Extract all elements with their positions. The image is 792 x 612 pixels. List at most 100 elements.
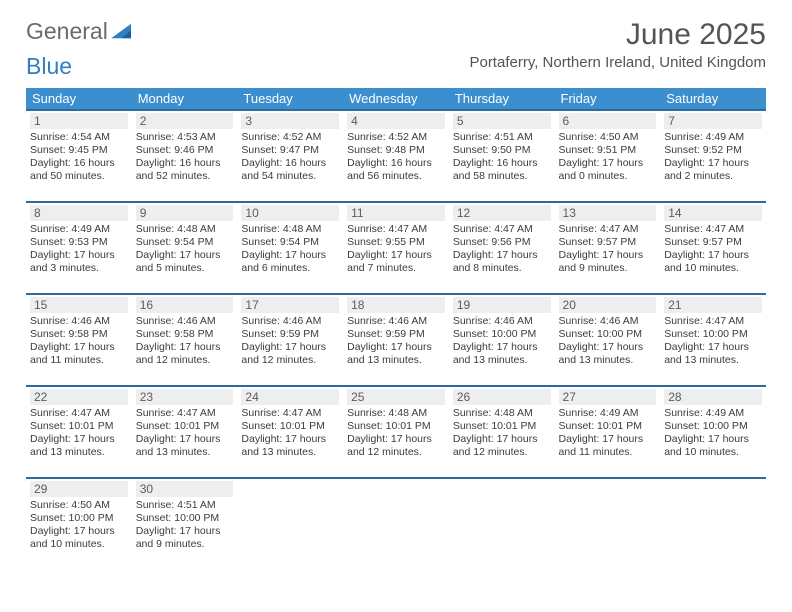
calendar-cell: 10 Sunrise: 4:48 AMSunset: 9:54 PMDayligh… xyxy=(237,202,343,294)
day-details: Sunrise: 4:54 AMSunset: 9:45 PMDaylight:… xyxy=(30,131,128,184)
day-details: Sunrise: 4:50 AMSunset: 9:51 PMDaylight:… xyxy=(559,131,657,184)
weekday-header: Wednesday xyxy=(343,88,449,110)
logo-text-general: General xyxy=(26,18,108,45)
day-details: Sunrise: 4:52 AMSunset: 9:48 PMDaylight:… xyxy=(347,131,445,184)
day-number: 18 xyxy=(347,297,445,313)
day-details: Sunrise: 4:46 AMSunset: 9:58 PMDaylight:… xyxy=(136,315,234,368)
day-details: Sunrise: 4:46 AMSunset: 10:00 PMDaylight… xyxy=(559,315,657,368)
day-number: 11 xyxy=(347,205,445,221)
calendar-row: 22 Sunrise: 4:47 AMSunset: 10:01 PMDaylig… xyxy=(26,386,766,478)
weekday-header: Saturday xyxy=(660,88,766,110)
calendar-cell: 15 Sunrise: 4:46 AMSunset: 9:58 PMDayligh… xyxy=(26,294,132,386)
day-details: Sunrise: 4:46 AMSunset: 9:58 PMDaylight:… xyxy=(30,315,128,368)
day-number: 23 xyxy=(136,389,234,405)
day-details: Sunrise: 4:48 AMSunset: 9:54 PMDaylight:… xyxy=(136,223,234,276)
day-details: Sunrise: 4:47 AMSunset: 9:56 PMDaylight:… xyxy=(453,223,551,276)
calendar-cell xyxy=(660,478,766,570)
day-number: 16 xyxy=(136,297,234,313)
calendar-cell: 24Sunrise: 4:47 AMSunset: 10:01 PMDaylig… xyxy=(237,386,343,478)
day-number: 28 xyxy=(664,389,762,405)
day-details: Sunrise: 4:48 AMSunset: 9:54 PMDaylight:… xyxy=(241,223,339,276)
calendar-cell: 9 Sunrise: 4:48 AMSunset: 9:54 PMDaylight… xyxy=(132,202,238,294)
day-number: 12 xyxy=(453,205,551,221)
calendar-cell xyxy=(449,478,555,570)
day-details: Sunrise: 4:51 AMSunset: 10:00 PMDaylight… xyxy=(136,499,234,552)
calendar-cell xyxy=(343,478,449,570)
day-details: Sunrise: 4:48 AMSunset: 10:01 PMDaylight… xyxy=(453,407,551,460)
day-details: Sunrise: 4:52 AMSunset: 9:47 PMDaylight:… xyxy=(241,131,339,184)
day-number: 2 xyxy=(136,113,234,129)
day-number: 27 xyxy=(559,389,657,405)
calendar-cell: 13Sunrise: 4:47 AMSunset: 9:57 PMDayligh… xyxy=(555,202,661,294)
calendar-cell: 18Sunrise: 4:46 AMSunset: 9:59 PMDayligh… xyxy=(343,294,449,386)
day-number: 1 xyxy=(30,113,128,129)
calendar-cell: 6Sunrise: 4:50 AMSunset: 9:51 PMDaylight… xyxy=(555,110,661,202)
calendar-cell: 1 Sunrise: 4:54 AMSunset: 9:45 PMDaylight… xyxy=(26,110,132,202)
day-details: Sunrise: 4:47 AMSunset: 10:01 PMDaylight… xyxy=(30,407,128,460)
weekday-header: Thursday xyxy=(449,88,555,110)
weekday-header: Sunday xyxy=(26,88,132,110)
day-number: 21 xyxy=(664,297,762,313)
calendar-cell: 28 Sunrise: 4:49 AMSunset: 10:00 PMDaylig… xyxy=(660,386,766,478)
day-details: Sunrise: 4:53 AMSunset: 9:46 PMDaylight:… xyxy=(136,131,234,184)
calendar-cell xyxy=(237,478,343,570)
day-number: 10 xyxy=(241,205,339,221)
calendar-cell: 30 Sunrise: 4:51 AMSunset: 10:00 PMDaylig… xyxy=(132,478,238,570)
day-details: Sunrise: 4:46 AMSunset: 9:59 PMDaylight:… xyxy=(241,315,339,368)
logo-triangle-icon xyxy=(111,22,133,40)
day-details: Sunrise: 4:49 AMSunset: 9:53 PMDaylight:… xyxy=(30,223,128,276)
weekday-header: Monday xyxy=(132,88,238,110)
day-number: 7 xyxy=(664,113,762,129)
day-details: Sunrise: 4:51 AMSunset: 9:50 PMDaylight:… xyxy=(453,131,551,184)
calendar-cell: 25 Sunrise: 4:48 AMSunset: 10:01 PMDaylig… xyxy=(343,386,449,478)
day-number: 24 xyxy=(241,389,339,405)
calendar-cell: 8Sunrise: 4:49 AMSunset: 9:53 PMDaylight… xyxy=(26,202,132,294)
calendar-row: 29 Sunrise: 4:50 AMSunset: 10:00 PMDaylig… xyxy=(26,478,766,570)
day-number: 20 xyxy=(559,297,657,313)
day-details: Sunrise: 4:49 AMSunset: 10:00 PMDaylight… xyxy=(664,407,762,460)
calendar-cell: 3 Sunrise: 4:52 AMSunset: 9:47 PMDaylight… xyxy=(237,110,343,202)
calendar-row: 8Sunrise: 4:49 AMSunset: 9:53 PMDaylight… xyxy=(26,202,766,294)
day-details: Sunrise: 4:49 AMSunset: 9:52 PMDaylight:… xyxy=(664,131,762,184)
day-number: 9 xyxy=(136,205,234,221)
day-number: 30 xyxy=(136,481,234,497)
calendar-cell: 11Sunrise: 4:47 AMSunset: 9:55 PMDayligh… xyxy=(343,202,449,294)
day-details: Sunrise: 4:48 AMSunset: 10:01 PMDaylight… xyxy=(347,407,445,460)
day-number: 5 xyxy=(453,113,551,129)
day-details: Sunrise: 4:47 AMSunset: 10:00 PMDaylight… xyxy=(664,315,762,368)
day-number: 26 xyxy=(453,389,551,405)
calendar-cell: 2 Sunrise: 4:53 AMSunset: 9:46 PMDaylight… xyxy=(132,110,238,202)
day-number: 25 xyxy=(347,389,445,405)
calendar-cell: 14Sunrise: 4:47 AMSunset: 9:57 PMDayligh… xyxy=(660,202,766,294)
calendar-row: 1 Sunrise: 4:54 AMSunset: 9:45 PMDaylight… xyxy=(26,110,766,202)
calendar-cell: 4Sunrise: 4:52 AMSunset: 9:48 PMDaylight… xyxy=(343,110,449,202)
calendar-cell: 21 Sunrise: 4:47 AMSunset: 10:00 PMDaylig… xyxy=(660,294,766,386)
calendar-cell: 16 Sunrise: 4:46 AMSunset: 9:58 PMDayligh… xyxy=(132,294,238,386)
calendar-cell: 22 Sunrise: 4:47 AMSunset: 10:01 PMDaylig… xyxy=(26,386,132,478)
location: Portaferry, Northern Ireland, United Kin… xyxy=(469,54,766,71)
day-details: Sunrise: 4:46 AMSunset: 10:00 PMDaylight… xyxy=(453,315,551,368)
day-number: 15 xyxy=(30,297,128,313)
day-number: 3 xyxy=(241,113,339,129)
calendar-cell: 19Sunrise: 4:46 AMSunset: 10:00 PMDaylig… xyxy=(449,294,555,386)
calendar-cell: 23 Sunrise: 4:47 AMSunset: 10:01 PMDaylig… xyxy=(132,386,238,478)
calendar-row: 15 Sunrise: 4:46 AMSunset: 9:58 PMDayligh… xyxy=(26,294,766,386)
calendar-cell xyxy=(555,478,661,570)
calendar-cell: 20 Sunrise: 4:46 AMSunset: 10:00 PMDaylig… xyxy=(555,294,661,386)
day-details: Sunrise: 4:49 AMSunset: 10:01 PMDaylight… xyxy=(559,407,657,460)
calendar-cell: 17Sunrise: 4:46 AMSunset: 9:59 PMDayligh… xyxy=(237,294,343,386)
day-details: Sunrise: 4:47 AMSunset: 10:01 PMDaylight… xyxy=(136,407,234,460)
calendar-cell: 5 Sunrise: 4:51 AMSunset: 9:50 PMDaylight… xyxy=(449,110,555,202)
calendar-cell: 27 Sunrise: 4:49 AMSunset: 10:01 PMDaylig… xyxy=(555,386,661,478)
calendar-cell: 12 Sunrise: 4:47 AMSunset: 9:56 PMDayligh… xyxy=(449,202,555,294)
calendar-cell: 26 Sunrise: 4:48 AMSunset: 10:01 PMDaylig… xyxy=(449,386,555,478)
weekday-header: Tuesday xyxy=(237,88,343,110)
day-number: 14 xyxy=(664,205,762,221)
weekday-header: Friday xyxy=(555,88,661,110)
day-number: 13 xyxy=(559,205,657,221)
calendar-table: Sunday Monday Tuesday Wednesday Thursday… xyxy=(26,88,766,570)
day-number: 22 xyxy=(30,389,128,405)
day-number: 29 xyxy=(30,481,128,497)
day-details: Sunrise: 4:50 AMSunset: 10:00 PMDaylight… xyxy=(30,499,128,552)
calendar-cell: 7 Sunrise: 4:49 AMSunset: 9:52 PMDaylight… xyxy=(660,110,766,202)
